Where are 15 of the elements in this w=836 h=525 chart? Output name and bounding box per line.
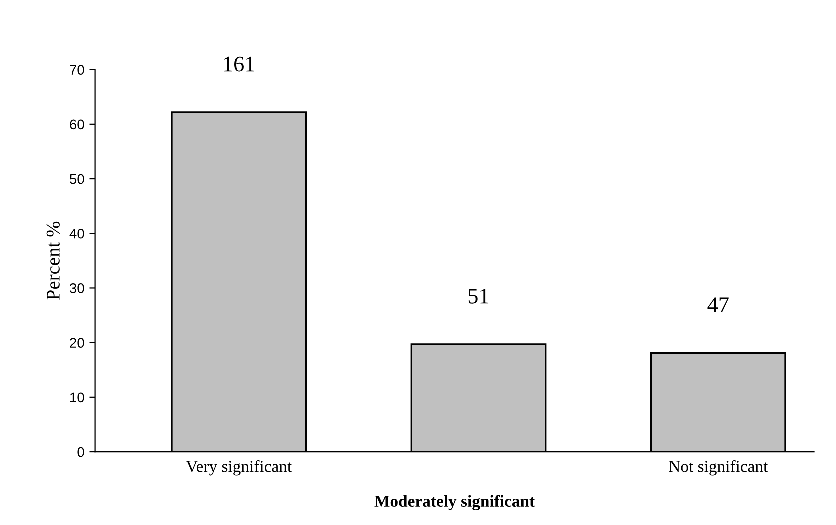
y-tick-label: 40 [70,228,84,239]
y-tick-label: 10 [70,392,84,403]
y-tick-label: 20 [70,338,84,348]
y-tick-label: 70 [70,65,84,75]
x-axis-title: Moderately significant [374,495,536,511]
y-tick-label: 50 [70,174,84,184]
x-tick-label: Very significant [186,460,292,476]
y-tick-label: 60 [70,120,84,130]
y-axis-title: Percent % [46,222,60,300]
x-tick-label: Not significant [669,460,768,476]
y-tick-label: 0 [78,447,84,458]
annotation: 47 [708,298,729,312]
y-tick-label: 30 [70,284,84,294]
annotation: 161 [224,56,254,72]
annotation: 51 [468,288,489,304]
